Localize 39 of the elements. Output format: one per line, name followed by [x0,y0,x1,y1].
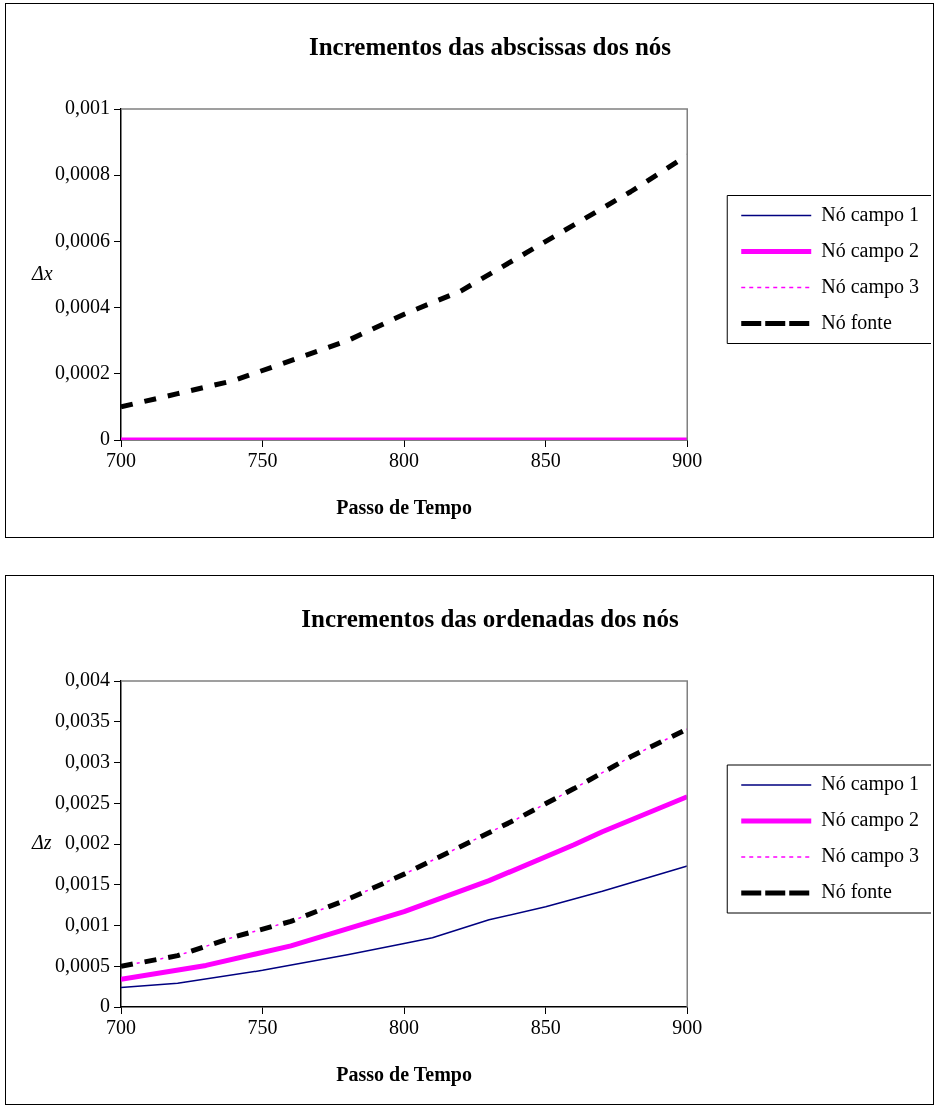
y-tick-label: 0,003 [65,749,110,772]
y-tick-label: 0,0015 [55,872,110,894]
legend-label: Nó campo 2 [821,808,920,832]
x-tick-label: 750 [247,449,278,472]
y-tick-label: 0,001 [65,96,110,119]
x-tick-label: 800 [389,1016,420,1039]
y-tick-label: 0,0008 [55,162,110,185]
y-tick-label: 0,0006 [55,228,110,251]
x-axis-title: Passo de Tempo [336,496,472,520]
y-tick-label: 0,0025 [55,790,110,813]
chart-title: Incrementos das ordenadas dos nós [301,605,679,633]
legend-label: Nó fonte [821,880,892,903]
legend-label: Nó campo 3 [821,274,920,298]
y-tick-label: 0,0004 [55,294,110,317]
y-tick-label: 0,004 [65,668,110,691]
legend-label: Nó campo 1 [821,202,920,226]
y-tick-label: 0,0005 [55,953,110,976]
x-tick-label: 900 [672,449,703,472]
y-tick-label: 0,0002 [55,361,110,384]
y-tick-label: 0 [100,427,110,450]
legend-label: Nó fonte [821,310,892,333]
y-tick-label: 0,0035 [55,709,110,731]
legend-label: Nó campo 2 [821,238,920,262]
x-axis-title: Passo de Tempo [336,1063,472,1087]
chart-title: Incrementos das abscissas dos nós [308,33,672,61]
y-tick-label: 0,001 [65,912,110,935]
y-axis-title: Δz [31,831,52,854]
y-tick-label: 0 [100,994,110,1017]
x-tick-label: 850 [530,449,561,472]
x-tick-label: 900 [672,1016,703,1039]
y-axis-title: Δx [31,261,53,284]
legend-label: Nó campo 3 [821,844,920,868]
x-tick-label: 850 [530,1016,561,1039]
y-tick-label: 0,002 [65,831,110,854]
x-tick-label: 750 [247,1016,278,1039]
x-tick-label: 700 [106,449,136,472]
legend-label: Nó campo 1 [821,772,920,796]
x-tick-label: 800 [389,449,420,472]
x-tick-label: 700 [106,1016,136,1039]
